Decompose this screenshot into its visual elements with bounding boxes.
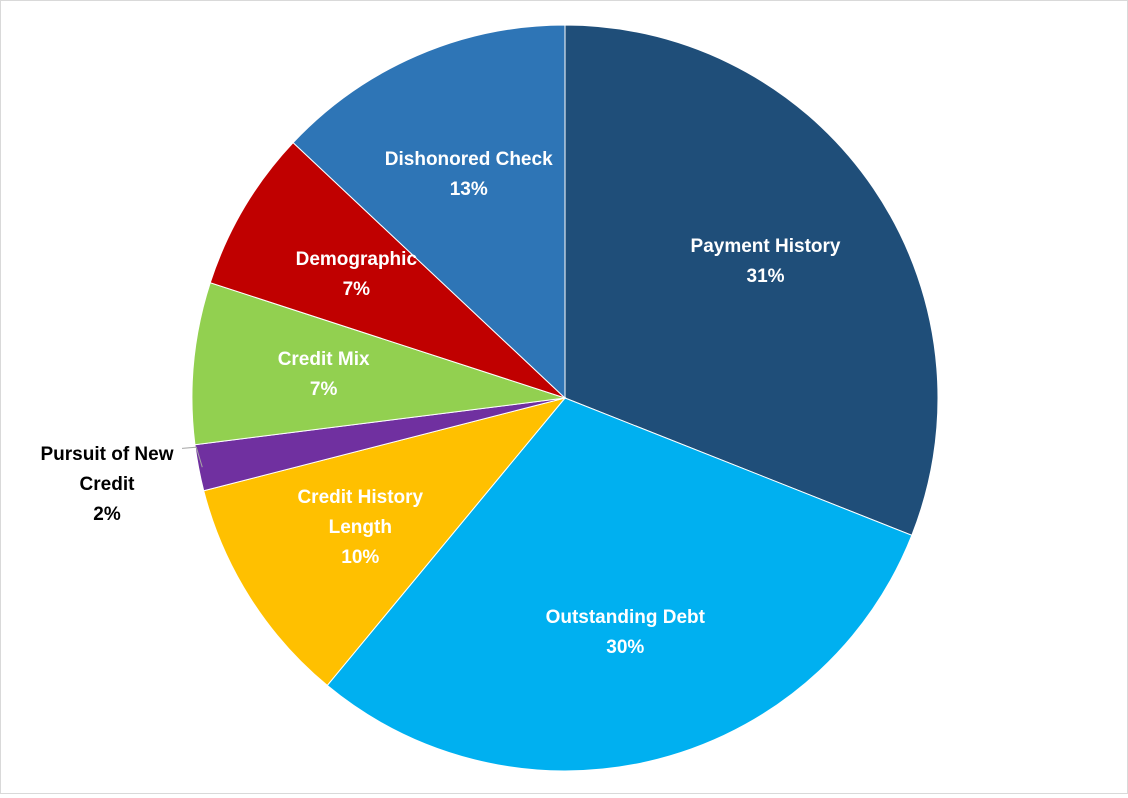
data-label-text: Pursuit of New Credit 2% [17,440,197,530]
data-label-text: Dishonored Check 13% [379,145,559,205]
data-label-text: Payment History 31% [676,232,856,292]
pie-slice [191,282,566,446]
data-label: Credit History Length 10% [270,483,450,573]
pie-slice [292,24,566,400]
data-label: Payment History 31% [676,232,856,292]
category-label: Credit History Length [297,486,424,538]
value-label: 31% [746,265,785,287]
data-label-text: Credit History Length 10% [270,483,450,573]
data-label-text: Outstanding Debt 30% [535,603,715,663]
leader-line [181,446,203,468]
category-label: Outstanding Debt [545,606,705,628]
value-label: 2% [93,504,121,526]
pie-slice [326,397,913,772]
pie-slice [203,397,567,687]
data-label: Outstanding Debt 30% [535,603,715,663]
data-label: Demographic 7% [266,245,446,305]
pie-slice [209,141,566,399]
value-label: 7% [342,278,371,300]
category-label: Payment History [690,235,841,257]
data-label: Dishonored Check 13% [379,145,559,205]
data-label: Credit Mix 7% [234,345,414,405]
data-label: Pursuit of New Credit 2% [17,440,197,530]
value-label: 10% [341,546,380,568]
category-label: Dishonored Check [384,149,553,171]
value-label: 30% [606,636,645,658]
data-label-text: Credit Mix 7% [234,345,414,405]
value-label: 13% [449,179,488,201]
data-label-text: Demographic 7% [266,245,446,305]
value-label: 7% [309,379,338,401]
category-label: Pursuit of New Credit [40,444,174,496]
category-label: Demographic [295,248,418,270]
pie-slice [564,24,939,536]
category-label: Credit Mix [277,349,370,371]
